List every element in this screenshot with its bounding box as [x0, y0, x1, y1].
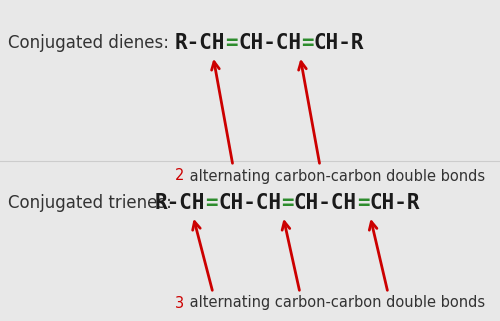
- Text: 2: 2: [175, 169, 184, 184]
- Text: Conjugated dienes:: Conjugated dienes:: [8, 34, 169, 52]
- Text: CH-CH: CH-CH: [218, 193, 281, 213]
- Text: =: =: [301, 33, 314, 53]
- Text: =: =: [357, 193, 370, 213]
- Text: =: =: [226, 33, 238, 53]
- Text: R-CH: R-CH: [175, 33, 226, 53]
- Text: =: =: [206, 193, 218, 213]
- Text: CH-R: CH-R: [370, 193, 420, 213]
- Text: 3: 3: [175, 296, 184, 310]
- Text: Conjugated trienes:: Conjugated trienes:: [8, 194, 172, 212]
- Text: alternating carbon-carbon double bonds: alternating carbon-carbon double bonds: [185, 296, 485, 310]
- Text: alternating carbon-carbon double bonds: alternating carbon-carbon double bonds: [185, 169, 485, 184]
- Text: CH-R: CH-R: [314, 33, 364, 53]
- Text: CH-CH: CH-CH: [238, 33, 301, 53]
- Text: =: =: [281, 193, 294, 213]
- Text: R-CH: R-CH: [155, 193, 206, 213]
- Text: CH-CH: CH-CH: [294, 193, 357, 213]
